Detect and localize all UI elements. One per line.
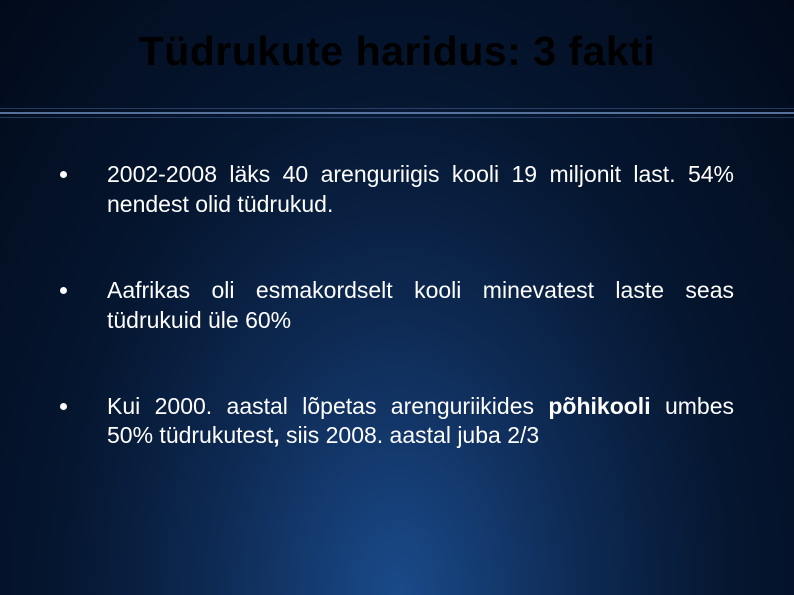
bullet-item: Aafrikas oli esmakordselt kooli minevate… [60,276,734,336]
divider-line [0,108,794,109]
slide-title: Tüdrukute haridus: 3 fakti [0,28,794,75]
bullet-icon [60,171,67,178]
text-run: Aafrikas oli esmakordselt kooli minevate… [107,277,734,333]
bullet-icon [60,403,67,410]
bullet-icon [60,287,67,294]
text-run: 2002-2008 läks 40 arenguriigis kooli 19 … [107,161,734,217]
text-run: siis 2008. aastal juba 2/3 [280,422,540,448]
bullet-text: Aafrikas oli esmakordselt kooli minevate… [107,276,734,336]
content-area: 2002-2008 läks 40 arenguriigis kooli 19 … [60,160,734,507]
slide: Tüdrukute haridus: 3 fakti 2002-2008 läk… [0,0,794,595]
divider-line [0,117,794,118]
bullet-item: Kui 2000. aastal lõpetas arenguriikides … [60,392,734,452]
text-run: Kui 2000. aastal lõpetas arenguriikides [107,393,548,419]
bullet-text: 2002-2008 läks 40 arenguriigis kooli 19 … [107,160,734,220]
divider-group [0,108,794,118]
text-run: põhikooli [548,393,650,419]
bullet-text: Kui 2000. aastal lõpetas arenguriikides … [107,392,734,452]
bullet-item: 2002-2008 läks 40 arenguriigis kooli 19 … [60,160,734,220]
divider-line [0,112,794,114]
